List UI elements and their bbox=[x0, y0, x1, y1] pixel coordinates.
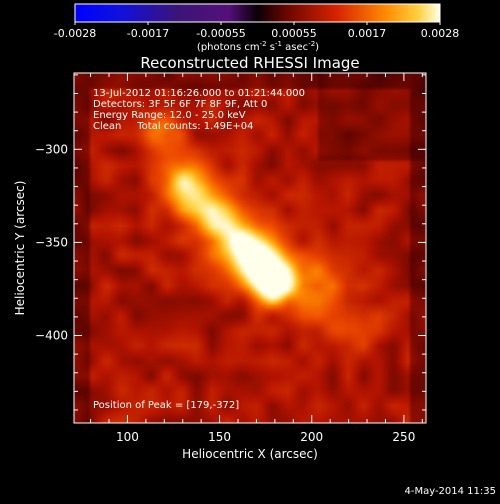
x-tick-label: 150 bbox=[208, 430, 231, 444]
x-axis-label: Heliocentric X (arcsec) bbox=[182, 447, 318, 461]
colorbar-ticks bbox=[74, 22, 441, 25]
colorbar-label-1: -0.0017 bbox=[127, 27, 169, 40]
colorbar-label-3: 0.00055 bbox=[271, 27, 317, 40]
annotation-time-range: 13-Jul-2012 01:16:26.000 to 01:21:44.000 bbox=[93, 88, 305, 99]
colorbar bbox=[74, 3, 441, 23]
colorbar-label-4: 0.0017 bbox=[348, 27, 387, 40]
annotation-counts: Clean Total counts: 1.49E+04 bbox=[93, 121, 253, 132]
plot-frame bbox=[73, 72, 427, 424]
chart-title: Reconstructed RHESSI Image bbox=[140, 54, 359, 72]
annotation-detectors: Detectors: 3F 5F 6F 7F 8F 9F, Att 0 bbox=[93, 99, 267, 110]
x-tick-label: 250 bbox=[392, 430, 415, 444]
annotation-peak-position: Position of Peak = [179,-372] bbox=[93, 400, 239, 411]
footer-date: 4-May-2014 11:35 bbox=[404, 486, 496, 497]
heatmap-image bbox=[74, 73, 426, 423]
x-tick-label: 200 bbox=[300, 430, 323, 444]
y-axis-label: Heliocentric Y (arcsec) bbox=[13, 181, 27, 316]
colorbar-units: (photons cm-2 s-1 asec-2) bbox=[197, 40, 319, 53]
colorbar-label-0: -0.0028 bbox=[54, 27, 96, 40]
colorbar-label-2: -0.00055 bbox=[196, 27, 245, 40]
x-tick-label: 100 bbox=[116, 430, 139, 444]
annotation-energy-range: Energy Range: 12.0 - 25.0 keV bbox=[93, 110, 246, 121]
y-tick-label: −300 bbox=[35, 142, 68, 156]
axes: 100 150 200 250 −300 −350 −400 bbox=[35, 73, 426, 444]
y-tick-label: −350 bbox=[35, 235, 68, 249]
plot-area bbox=[74, 73, 426, 423]
colorbar-label-5: 0.0028 bbox=[421, 27, 460, 40]
y-tick-label: −400 bbox=[35, 329, 68, 343]
